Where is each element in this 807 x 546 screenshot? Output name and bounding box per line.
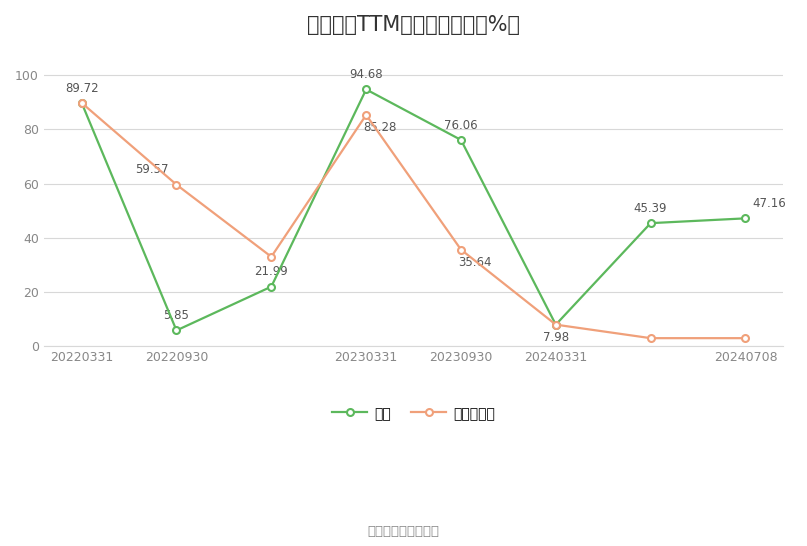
行业中位数: [456, 246, 466, 253]
Line: 公司: 公司: [78, 86, 749, 334]
公司: [266, 283, 276, 290]
Text: 94.68: 94.68: [349, 68, 383, 81]
Legend: 公司, 行业中位数: 公司, 行业中位数: [327, 401, 500, 426]
公司: [741, 215, 751, 222]
公司: [551, 322, 561, 328]
行业中位数: [741, 335, 751, 341]
Text: 45.39: 45.39: [633, 202, 667, 215]
行业中位数: [266, 253, 276, 260]
行业中位数: [77, 99, 86, 106]
公司: [77, 99, 86, 106]
行业中位数: [172, 181, 182, 188]
行业中位数: [362, 111, 371, 118]
行业中位数: [551, 322, 561, 328]
Text: 76.06: 76.06: [444, 118, 478, 132]
Line: 行业中位数: 行业中位数: [78, 99, 749, 342]
公司: [362, 86, 371, 93]
Text: 数据来源：恒生聚源: 数据来源：恒生聚源: [367, 525, 440, 538]
Text: 85.28: 85.28: [363, 121, 397, 134]
Text: 89.72: 89.72: [65, 81, 98, 94]
Text: 7.98: 7.98: [543, 331, 569, 344]
公司: [646, 220, 655, 227]
Text: 59.57: 59.57: [135, 163, 168, 176]
Text: 21.99: 21.99: [254, 265, 288, 278]
公司: [456, 136, 466, 143]
Text: 47.16: 47.16: [752, 197, 786, 210]
行业中位数: [646, 335, 655, 341]
Text: 35.64: 35.64: [458, 256, 491, 269]
Title: 市净率（TTM）历史百分位（%）: 市净率（TTM）历史百分位（%）: [307, 15, 520, 35]
公司: [172, 327, 182, 334]
Text: 5.85: 5.85: [164, 309, 190, 322]
